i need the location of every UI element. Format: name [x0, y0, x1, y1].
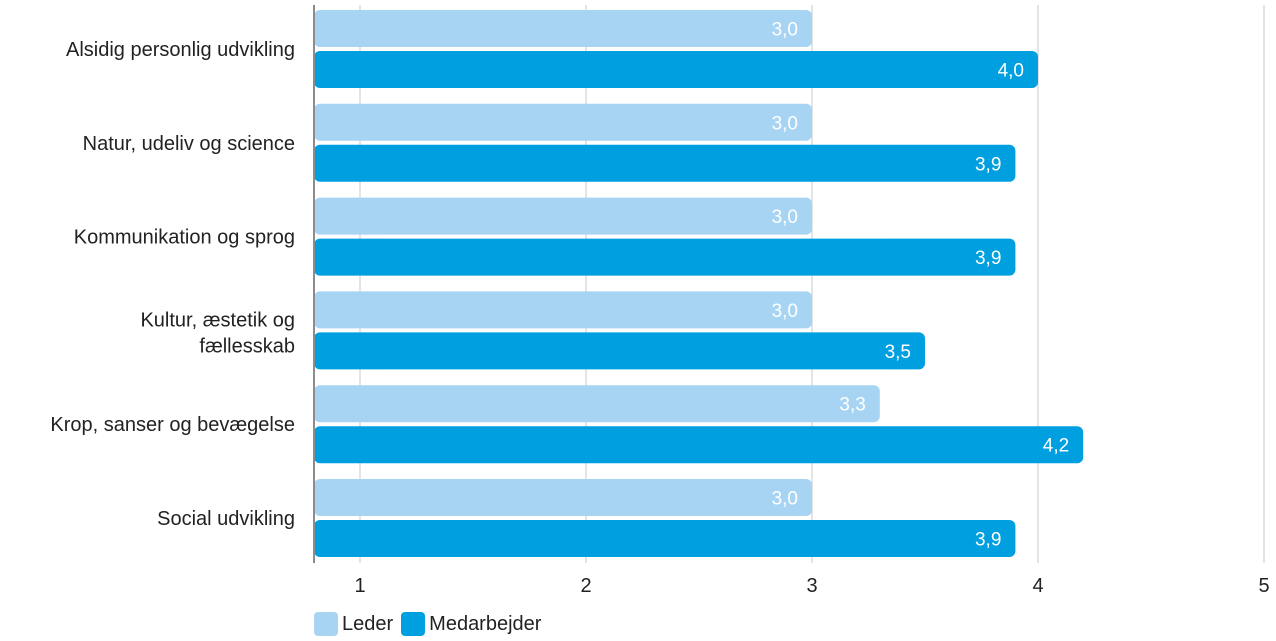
x-tick-label-1: 1: [354, 575, 365, 597]
legend: Leder Medarbejder: [314, 612, 541, 636]
bar-medarbejder-5: [314, 520, 1016, 557]
legend-item-medarbejder: Medarbejder: [401, 612, 541, 636]
category-labels: Alsidig personlig udvikling Natur, udeliv…: [50, 39, 295, 530]
legend-swatch-medarbejder: [401, 612, 426, 636]
bar-medarbejder-0: [314, 51, 1038, 88]
data-label-medarbejder-5: 3,9: [975, 530, 1001, 551]
data-label-leder-1: 3,0: [772, 113, 798, 134]
bar-leder-5: [314, 479, 812, 516]
bar-medarbejder-1: [314, 144, 1016, 182]
data-label-medarbejder-4: 4,2: [1043, 436, 1069, 457]
bar-medarbejder-4: [314, 426, 1084, 464]
legend-label-medarbejder: Medarbejder: [429, 612, 542, 635]
data-label-leder-5: 3,0: [772, 489, 798, 510]
data-label-medarbejder-2: 3,9: [975, 248, 1001, 269]
x-tick-label-5: 5: [1258, 575, 1269, 597]
bar-leder-2: [314, 197, 812, 235]
bar-leder-0: [314, 10, 812, 47]
data-label-leder-3: 3,0: [772, 301, 798, 322]
legend-item-leder: Leder: [314, 612, 393, 636]
data-label-medarbejder-0: 4,0: [998, 61, 1024, 82]
bar-leder-1: [314, 103, 812, 141]
category-label-2: Kommunikation og sprog: [74, 227, 295, 249]
category-label-4: Krop, sanser og bevægelse: [50, 414, 295, 436]
bar-leder-4: [314, 385, 880, 423]
data-label-leder-2: 3,0: [772, 207, 798, 228]
bar-medarbejder-3: [314, 332, 925, 370]
bar-medarbejder-2: [314, 238, 1016, 276]
data-label-leder-0: 3,0: [772, 20, 798, 41]
category-label-5: Social udvikling: [157, 508, 295, 530]
legend-swatch-leder: [314, 612, 338, 636]
x-tick-label-4: 4: [1032, 575, 1043, 597]
legend-label-leder: Leder: [342, 612, 394, 635]
x-tick-label-2: 2: [580, 575, 591, 597]
category-label-3: Kultur, æstetik og fællesskab: [140, 309, 295, 357]
x-tick-labels: 1 2 3 4 5: [354, 575, 1269, 597]
bar-leder-3: [314, 291, 812, 329]
category-label-0: Alsidig personlig udvikling: [66, 39, 295, 61]
bars: 3,0 4,0 3,0 3,9 3,0 3,9 3,0 3,5 3,3 4,2 3,0 3,9: [314, 10, 1084, 557]
gridlines: [359, 5, 1265, 563]
data-label-medarbejder-3: 3,5: [885, 342, 911, 363]
data-label-medarbejder-1: 3,9: [975, 154, 1001, 175]
x-tick-label-3: 3: [806, 575, 817, 597]
data-label-leder-4: 3,3: [839, 395, 865, 416]
category-label-1: Natur, udeliv og science: [83, 133, 295, 155]
